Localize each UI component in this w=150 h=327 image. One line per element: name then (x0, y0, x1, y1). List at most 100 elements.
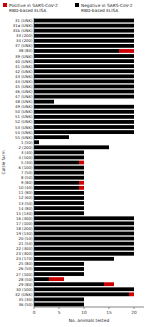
bar (34, 191, 84, 195)
bar (49, 277, 64, 281)
bar (134, 216, 135, 220)
bar (34, 85, 134, 89)
bar (34, 125, 134, 129)
bar (34, 297, 84, 301)
legend-swatch (75, 3, 79, 7)
bar (34, 237, 134, 241)
x-tick (84, 307, 85, 309)
bar (84, 166, 85, 170)
bar (134, 69, 135, 73)
bar (84, 156, 85, 160)
text-line: RBD-based ELISA (81, 8, 118, 13)
bar (34, 105, 134, 109)
legend-swatch (3, 3, 7, 7)
bar (134, 95, 135, 99)
legend-label: Negative in SARS-CoV-2RBD-based ELISA (81, 3, 133, 13)
bar (34, 95, 134, 99)
x-tick (34, 307, 35, 309)
bar (134, 85, 135, 89)
y-axis-label: Cattle farm (1, 150, 6, 174)
bar (34, 257, 114, 261)
bar (119, 49, 134, 53)
bar (134, 130, 135, 134)
bar (34, 267, 84, 271)
bar (134, 221, 135, 225)
x-tick-label: 20 (131, 310, 137, 315)
bar (34, 39, 134, 43)
x-axis-label: No. animals tested (69, 318, 110, 323)
x-tick-label: 0 (33, 310, 36, 315)
chart: 0510152031 (UNK)31a (UNK)31b (UNK)33 (20… (0, 0, 150, 327)
bar (34, 90, 134, 94)
bar (84, 191, 85, 195)
bar (134, 79, 135, 83)
x-tick (59, 307, 60, 309)
bar (134, 110, 135, 114)
x-axis-line (34, 307, 144, 308)
bar (84, 267, 85, 271)
bar (54, 100, 55, 104)
bar (34, 303, 84, 307)
bar (134, 39, 135, 43)
bar (34, 176, 84, 180)
bar (34, 232, 134, 236)
x-tick-label: 5 (58, 310, 61, 315)
bar (34, 277, 49, 281)
bar (34, 262, 84, 266)
bar (34, 19, 134, 23)
bar (34, 206, 84, 210)
bar (34, 161, 79, 165)
bar (84, 303, 85, 307)
bar (34, 227, 134, 231)
bar (34, 140, 39, 144)
bar (134, 120, 135, 124)
bar (134, 34, 135, 38)
x-tick-label: 15 (106, 310, 112, 315)
bar (39, 140, 40, 144)
bar (34, 272, 84, 276)
bar (34, 150, 84, 154)
bar (134, 237, 135, 241)
bar (34, 24, 134, 28)
bar (34, 64, 134, 68)
bar (34, 156, 84, 160)
bar (34, 171, 84, 175)
y-axis-line (34, 18, 35, 307)
bar (34, 100, 54, 104)
bar (134, 44, 135, 48)
bar (79, 161, 84, 165)
bar (34, 74, 134, 78)
bar (34, 211, 84, 215)
bar (34, 292, 129, 296)
bar (34, 196, 84, 200)
bar (84, 196, 85, 200)
bar (84, 262, 85, 266)
bar (134, 247, 135, 251)
legend-label: Positive in SARS-CoV-2RBD-based ELISA (9, 3, 58, 13)
bar (34, 130, 134, 134)
bar (134, 29, 135, 33)
x-tick (134, 307, 135, 309)
bar (34, 145, 109, 149)
bar (134, 90, 135, 94)
bar (134, 24, 135, 28)
bar (134, 227, 135, 231)
bar (34, 29, 134, 33)
bar (34, 247, 134, 251)
bar (134, 19, 135, 23)
bar (84, 206, 85, 210)
bar (34, 115, 134, 119)
bar (109, 145, 110, 149)
bar (84, 211, 85, 215)
x-tick (109, 307, 110, 309)
bar (34, 216, 134, 220)
bar (134, 105, 135, 109)
bar (134, 59, 135, 63)
bar (134, 115, 135, 119)
bar (84, 297, 85, 301)
bar (34, 186, 79, 190)
bar (34, 135, 69, 139)
bar (79, 186, 84, 190)
text-line: RBD-based ELISA (9, 8, 46, 13)
bar (129, 292, 134, 296)
